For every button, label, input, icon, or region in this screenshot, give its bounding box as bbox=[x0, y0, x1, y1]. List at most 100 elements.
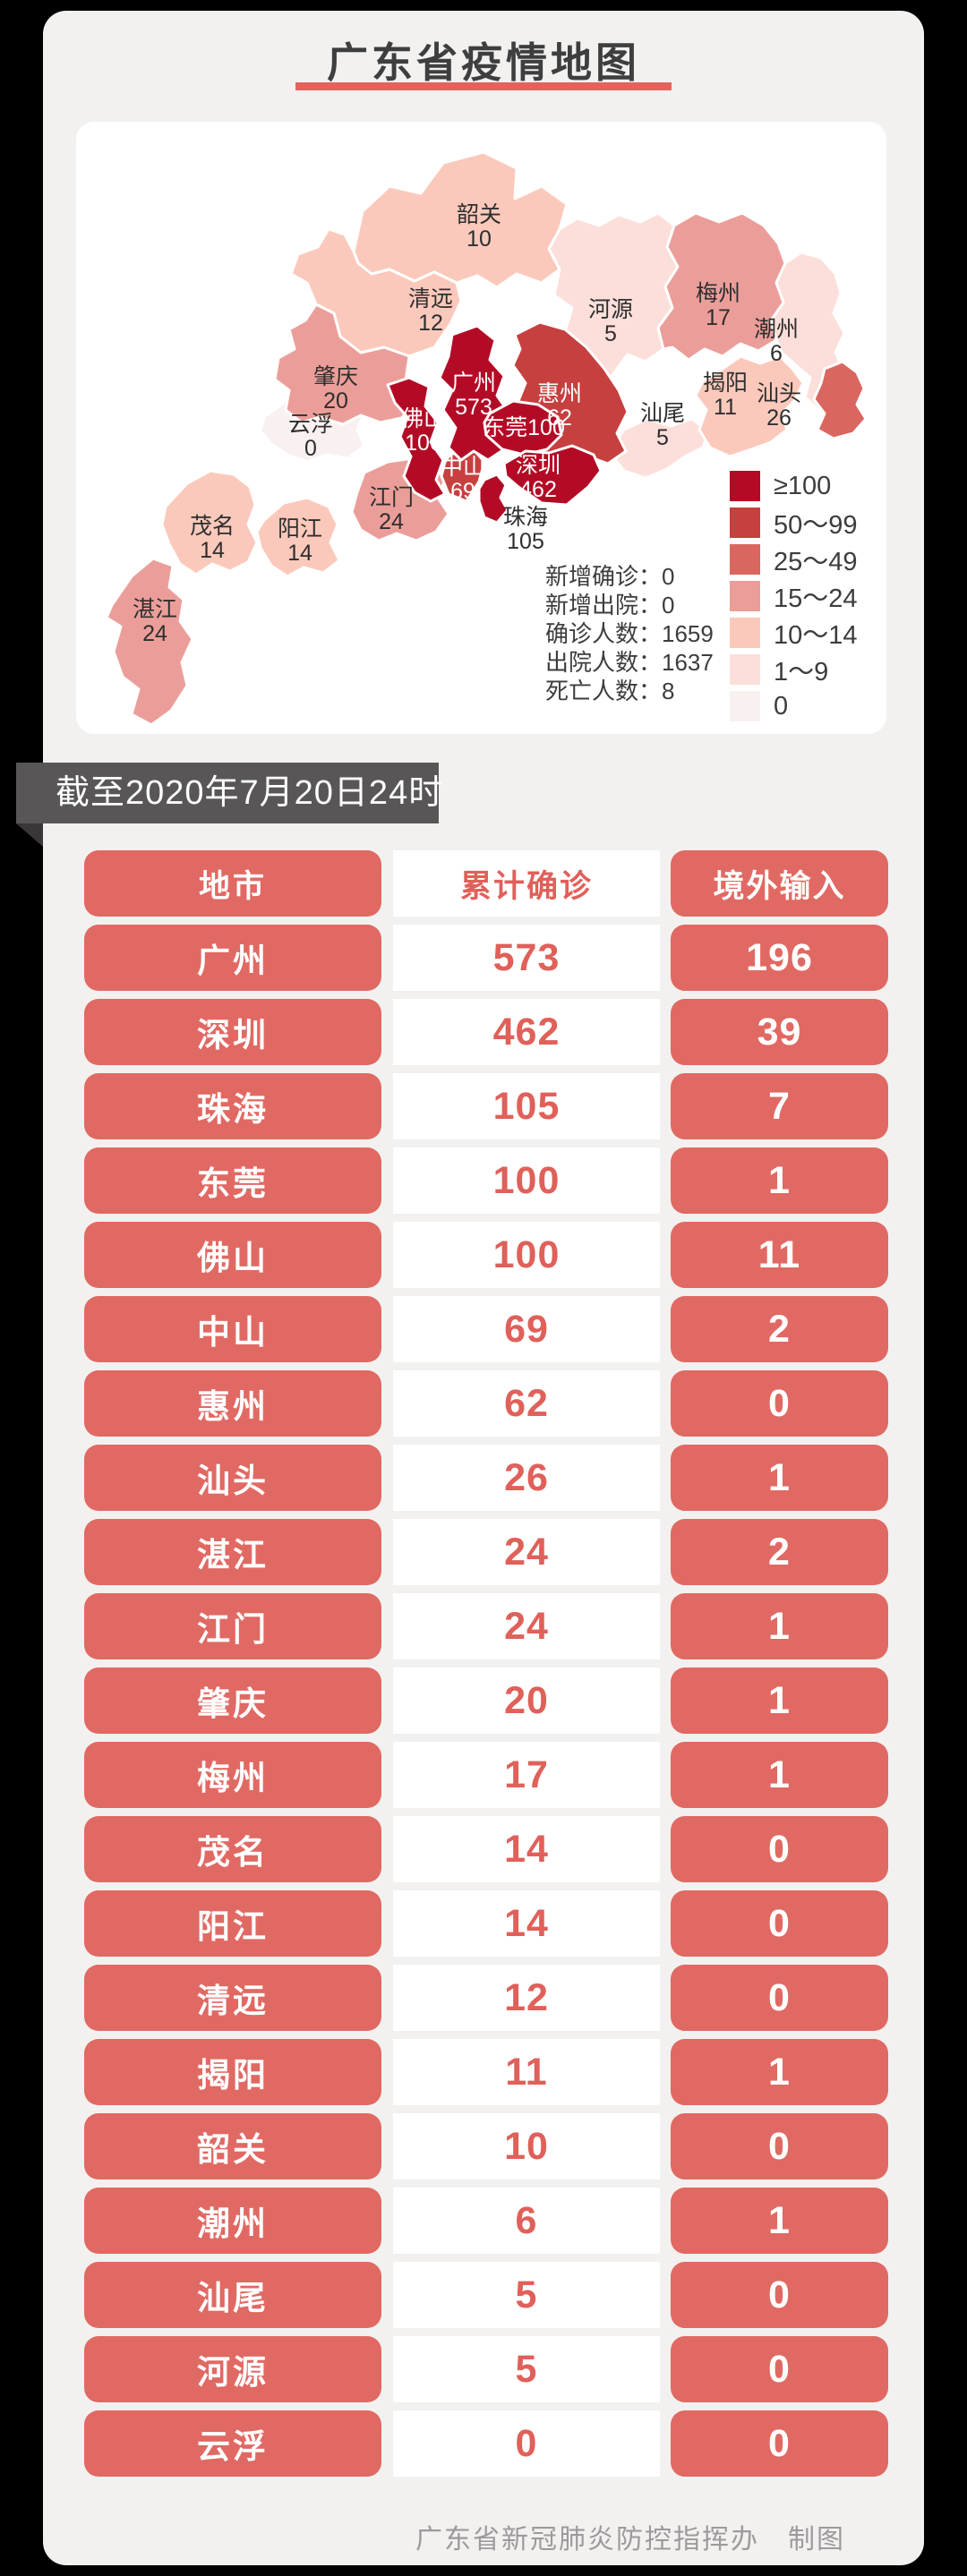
table-row: 湛江 24 2 bbox=[84, 1519, 888, 1585]
cell-confirmed: 69 bbox=[393, 1296, 660, 1362]
map-region-value: 24 bbox=[142, 621, 167, 646]
date-banner-fold bbox=[16, 823, 43, 847]
table-row: 阳江 14 0 bbox=[84, 1890, 888, 1957]
table-row: 佛山 100 11 bbox=[84, 1222, 888, 1288]
map-region-name: 茂名 bbox=[190, 514, 235, 539]
legend-swatch bbox=[730, 508, 760, 538]
cell-imported: 0 bbox=[671, 2336, 888, 2402]
map-region-name: 中山 bbox=[441, 455, 485, 480]
map-region bbox=[477, 473, 509, 525]
cell-imported: 0 bbox=[671, 1816, 888, 1882]
cell-imported: 0 bbox=[671, 1890, 888, 1957]
legend-swatch bbox=[730, 471, 760, 501]
map-region-value: 17 bbox=[706, 305, 731, 330]
map-stat-line: 死亡人数：8 bbox=[545, 677, 714, 705]
cell-confirmed: 5 bbox=[393, 2336, 660, 2402]
cell-imported: 1 bbox=[671, 1593, 888, 1659]
cell-imported: 1 bbox=[671, 1742, 888, 1808]
legend-swatch bbox=[730, 618, 760, 648]
legend-item: 25～49 bbox=[730, 544, 858, 576]
cell-confirmed: 14 bbox=[393, 1890, 660, 1957]
legend-swatch bbox=[730, 691, 760, 721]
cell-confirmed: 11 bbox=[393, 2039, 660, 2105]
cell-imported: 11 bbox=[671, 1222, 888, 1288]
cell-confirmed: 100 bbox=[393, 1222, 660, 1288]
legend-label: 1～9 bbox=[774, 658, 829, 687]
map-stat-value: 0 bbox=[662, 592, 675, 618]
map-region-value: 462 bbox=[519, 477, 557, 502]
map-region-value: 26 bbox=[766, 405, 792, 431]
cell-city: 深圳 bbox=[84, 999, 381, 1065]
map-region-value: 5 bbox=[656, 425, 669, 450]
legend-item: 0 bbox=[730, 691, 858, 721]
cell-imported: 7 bbox=[671, 1073, 888, 1139]
map-stat-line: 新增确诊：0 bbox=[545, 562, 714, 591]
map-region-name: 深圳 bbox=[516, 453, 561, 478]
table-header-row: 地市 累计确诊 境外输入 bbox=[84, 850, 888, 917]
cell-city: 东莞 bbox=[84, 1147, 381, 1214]
table-row: 茂名 14 0 bbox=[84, 1816, 888, 1882]
map-region-name: 阳江 bbox=[278, 516, 322, 542]
map-region-value: 20 bbox=[323, 388, 348, 414]
map-region-name: 惠州 bbox=[537, 381, 582, 406]
cell-confirmed: 5 bbox=[393, 2262, 660, 2328]
cell-confirmed: 100 bbox=[393, 1147, 660, 1214]
map-region-name: 梅州 bbox=[696, 281, 740, 306]
table-row: 河源 5 0 bbox=[84, 2336, 888, 2402]
map-region-value: 105 bbox=[507, 529, 544, 554]
cell-confirmed: 24 bbox=[393, 1593, 660, 1659]
cell-city: 惠州 bbox=[84, 1370, 381, 1437]
cell-imported: 2 bbox=[671, 1519, 888, 1585]
cell-city: 韶关 bbox=[84, 2113, 381, 2179]
map-stat-label: 死亡人数： bbox=[545, 678, 663, 704]
table-row: 潮州 6 1 bbox=[84, 2188, 888, 2254]
cell-city: 肇庆 bbox=[84, 1668, 381, 1734]
map-stat-label: 出院人数： bbox=[545, 649, 663, 676]
cell-confirmed: 12 bbox=[393, 1965, 660, 2031]
map-region bbox=[656, 211, 787, 362]
table-row: 韶关 10 0 bbox=[84, 2113, 888, 2179]
map-region-name: 汕尾 bbox=[640, 401, 685, 426]
map-region-value: 11 bbox=[714, 395, 737, 420]
table-row: 清远 12 0 bbox=[84, 1965, 888, 2031]
cell-imported: 0 bbox=[671, 2410, 888, 2477]
cell-confirmed: 573 bbox=[393, 925, 660, 991]
table-row: 汕尾 5 0 bbox=[84, 2262, 888, 2328]
cell-city: 湛江 bbox=[84, 1519, 381, 1585]
map-region-name: 潮州 bbox=[754, 317, 799, 342]
cell-city: 汕头 bbox=[84, 1445, 381, 1511]
legend-label: 25～49 bbox=[774, 548, 858, 576]
cell-city: 茂名 bbox=[84, 1816, 381, 1882]
legend-label: 50～99 bbox=[774, 511, 858, 540]
cell-city: 梅州 bbox=[84, 1742, 381, 1808]
table-row: 汕头 26 1 bbox=[84, 1445, 888, 1511]
table-row: 中山 69 2 bbox=[84, 1296, 888, 1362]
cell-confirmed: 62 bbox=[393, 1370, 660, 1437]
map-stat-value: 8 bbox=[662, 678, 675, 704]
map-region-value: 0 bbox=[304, 436, 317, 461]
map-stat-label: 新增出院： bbox=[545, 592, 663, 618]
legend-swatch bbox=[730, 581, 760, 611]
map-region-value: 24 bbox=[379, 509, 404, 534]
cell-confirmed: 24 bbox=[393, 1519, 660, 1585]
cell-city: 江门 bbox=[84, 1593, 381, 1659]
cell-imported: 196 bbox=[671, 925, 888, 991]
map-region-name: 佛山 bbox=[401, 406, 446, 431]
table-row: 梅州 17 1 bbox=[84, 1742, 888, 1808]
map-region-value: 100 bbox=[405, 431, 442, 456]
table-row: 云浮 0 0 bbox=[84, 2410, 888, 2477]
map-region-name: 汕头 bbox=[757, 381, 801, 406]
map-region bbox=[694, 354, 805, 458]
cell-city: 清远 bbox=[84, 1965, 381, 2031]
page-title: 广东省疫情地图 bbox=[327, 39, 640, 86]
cell-city: 汕尾 bbox=[84, 2262, 381, 2328]
cell-city: 阳江 bbox=[84, 1890, 381, 1957]
map-card: 云浮 0 河源 5 潮州 6 汕尾 5 韶关 10 清远 12 揭阳 11 茂名 14 阳江 14 湛江 24 肇庆 20… bbox=[76, 122, 886, 734]
cell-imported: 2 bbox=[671, 1296, 888, 1362]
cell-imported: 0 bbox=[671, 1965, 888, 2031]
cell-confirmed: 26 bbox=[393, 1445, 660, 1511]
map-region-name: 清远 bbox=[408, 286, 453, 311]
cell-imported: 39 bbox=[671, 999, 888, 1065]
cell-city: 中山 bbox=[84, 1296, 381, 1362]
